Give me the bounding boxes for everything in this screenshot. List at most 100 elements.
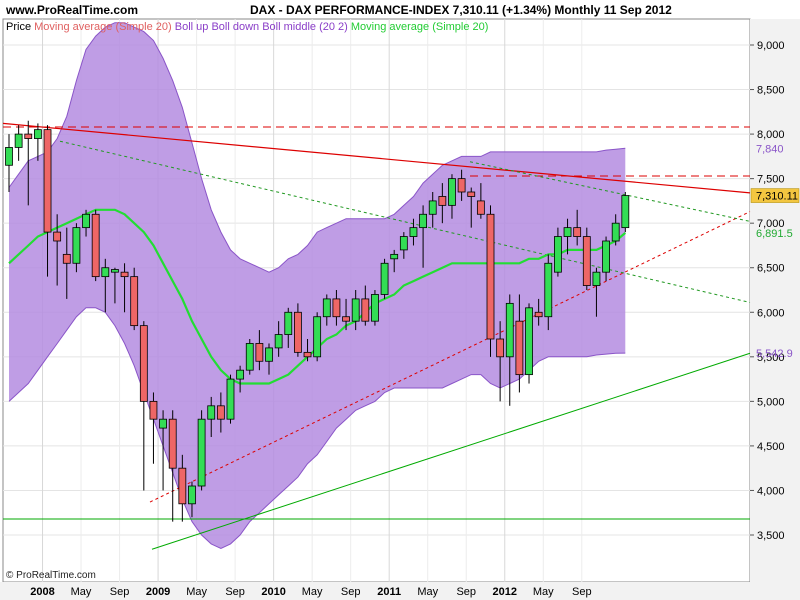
candle bbox=[226, 374, 235, 424]
candle-body bbox=[390, 253, 399, 260]
chart-header: www.ProRealTime.com DAX - DAX PERFORMANC… bbox=[0, 0, 800, 19]
candle-body bbox=[274, 334, 283, 349]
candle-body bbox=[419, 213, 427, 229]
candle bbox=[496, 321, 505, 402]
candle-body bbox=[409, 227, 418, 237]
x-tick-label: 2011 bbox=[377, 586, 401, 598]
candle bbox=[371, 290, 379, 326]
candle bbox=[168, 410, 177, 522]
x-tick-label: 2009 bbox=[146, 586, 170, 598]
price-label: 6,891.5 bbox=[756, 228, 793, 240]
candle bbox=[457, 169, 466, 201]
candle-body bbox=[438, 196, 447, 206]
y-tick-label: 8,500 bbox=[757, 85, 785, 97]
candle bbox=[515, 294, 524, 393]
candle-body bbox=[534, 311, 543, 318]
candle bbox=[159, 410, 167, 491]
watermark: © ProRealTime.com bbox=[6, 570, 96, 581]
candle bbox=[525, 303, 533, 384]
candle bbox=[62, 227, 71, 299]
candle-body bbox=[53, 231, 62, 242]
candle bbox=[361, 285, 370, 326]
candle-body bbox=[197, 418, 206, 487]
candle bbox=[188, 481, 196, 518]
y-tick-label: 9,000 bbox=[757, 40, 785, 52]
candle-body bbox=[43, 129, 52, 233]
candle-body bbox=[207, 405, 216, 420]
x-tick-label: May bbox=[71, 586, 92, 598]
candle bbox=[554, 227, 562, 277]
y-axis-background bbox=[750, 19, 800, 582]
x-tick-label: Sep bbox=[456, 586, 476, 598]
candle bbox=[24, 120, 33, 206]
candle-body bbox=[525, 307, 533, 376]
candle-body bbox=[544, 262, 553, 318]
site-name[interactable]: www.ProRealTime.com bbox=[6, 3, 139, 17]
legend-bollinger: Boll up Boll down Boll middle (20 2) bbox=[174, 21, 348, 33]
candle bbox=[390, 249, 399, 273]
candle bbox=[592, 267, 601, 317]
candle-body bbox=[467, 191, 476, 197]
candle-body bbox=[554, 236, 562, 273]
x-tick-label: 2010 bbox=[261, 586, 285, 598]
candle-body bbox=[621, 195, 630, 229]
candle-body bbox=[284, 311, 293, 335]
y-tick-label: 7,500 bbox=[757, 174, 785, 186]
candle bbox=[236, 365, 245, 393]
candle-body bbox=[515, 320, 524, 376]
candle bbox=[53, 214, 62, 286]
candle bbox=[313, 312, 322, 362]
candle-body bbox=[332, 298, 341, 318]
candle-body bbox=[14, 133, 23, 148]
candle bbox=[72, 223, 81, 273]
candle bbox=[284, 307, 293, 348]
candle bbox=[111, 267, 119, 304]
candle-body bbox=[255, 343, 264, 362]
candle-body bbox=[582, 236, 591, 286]
green-dotted-line bbox=[59, 140, 751, 303]
candle-body bbox=[611, 222, 620, 242]
y-axis: 9,000 8,500 8,000 7,500 7,000 6,500 6,000 5,500… bbox=[750, 40, 785, 542]
candle bbox=[486, 205, 495, 357]
candle-body bbox=[226, 378, 235, 420]
candle-body bbox=[72, 227, 81, 264]
bollinger-lower bbox=[8, 307, 626, 549]
bollinger-upper bbox=[8, 22, 626, 273]
candle bbox=[409, 218, 418, 246]
candle bbox=[467, 187, 476, 228]
candle-body bbox=[303, 351, 312, 358]
candle-body bbox=[448, 178, 456, 206]
candle bbox=[149, 392, 158, 464]
candle bbox=[91, 209, 100, 282]
candle bbox=[505, 294, 514, 406]
candle-body bbox=[342, 316, 350, 322]
candle bbox=[573, 209, 582, 246]
candle bbox=[216, 392, 225, 433]
x-tick-label: Sep bbox=[110, 586, 130, 598]
candle-body bbox=[457, 178, 466, 193]
y-tick-label: 8,000 bbox=[757, 129, 785, 141]
candle-body bbox=[5, 147, 13, 166]
candle bbox=[322, 294, 331, 326]
trend-lines bbox=[2, 122, 751, 550]
candle bbox=[82, 209, 90, 237]
x-tick-label: Sep bbox=[225, 586, 245, 598]
x-tick-label: 2012 bbox=[493, 586, 517, 598]
candle bbox=[197, 410, 206, 491]
candle-body bbox=[62, 253, 71, 264]
candle bbox=[274, 321, 283, 357]
candle bbox=[611, 214, 620, 246]
x-axis-background bbox=[0, 582, 800, 600]
candle bbox=[120, 263, 129, 313]
legend: Price Moving average (Simple 20) Boll up… bbox=[6, 21, 488, 33]
chart-title: DAX - DAX PERFORMANCE-INDEX 7,310.11 (+1… bbox=[250, 3, 672, 17]
x-tick-label: May bbox=[533, 586, 554, 598]
y-tick-label: 3,500 bbox=[757, 530, 785, 542]
candle bbox=[563, 218, 572, 255]
candle bbox=[621, 192, 630, 233]
candle bbox=[380, 258, 389, 299]
legend-ma-red: Moving average (Simple 20) bbox=[34, 21, 172, 33]
candle bbox=[428, 192, 437, 228]
